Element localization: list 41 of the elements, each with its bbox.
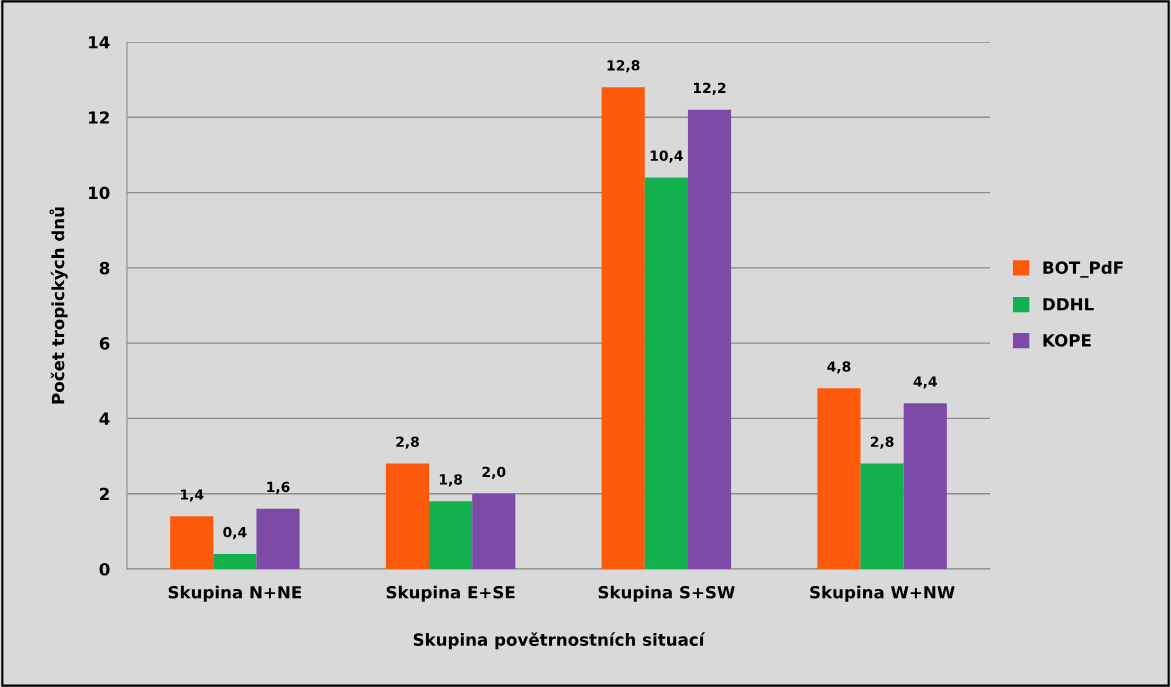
- legend-label: BOT_PdF: [1043, 261, 1123, 278]
- x-tick-label: Skupina W+NW: [810, 585, 955, 602]
- y-tick-label: 10: [89, 186, 110, 200]
- y-axis-title: Počet tropických dnů: [49, 207, 68, 404]
- bar: [385, 463, 430, 569]
- y-tick-label: 12: [89, 111, 109, 124]
- y-tick-label: 6: [99, 337, 110, 350]
- data-label: 1,4: [180, 489, 204, 502]
- x-tick-label: Skupina S+SW: [598, 585, 735, 602]
- y-tick-label: 14: [89, 36, 110, 49]
- y-tick-label: 2: [100, 487, 109, 501]
- data-label: 0,4: [223, 526, 247, 540]
- x-tick-label: Skupina N+NE: [168, 585, 302, 602]
- data-label: 1,6: [267, 481, 290, 494]
- x-tick-label: Skupina E+SE: [386, 585, 515, 602]
- y-tick-label: 0: [99, 562, 110, 576]
- bar: [472, 493, 516, 569]
- x-axis-title: Skupina povětrnostních situací: [413, 632, 706, 650]
- bar: [213, 553, 257, 569]
- bar: [860, 463, 904, 569]
- data-label: 2,0: [482, 466, 506, 479]
- bar: [644, 177, 688, 569]
- y-tick-label: 8: [99, 261, 110, 275]
- bar: [601, 87, 645, 569]
- data-label: 2,8: [396, 436, 419, 449]
- data-label: 10,4: [650, 150, 683, 163]
- bar: [903, 403, 947, 569]
- data-label: 4,8: [827, 361, 851, 374]
- bar: [256, 508, 300, 569]
- data-label: 12,2: [693, 82, 726, 95]
- data-label: 2,8: [870, 436, 894, 449]
- data-label: 4,4: [913, 376, 937, 389]
- bar: [687, 109, 732, 569]
- legend-label: DDHL: [1043, 298, 1094, 311]
- bar: [170, 516, 214, 569]
- bar: [429, 501, 473, 569]
- y-tick-label: 4: [99, 412, 110, 425]
- data-label: 1,8: [439, 474, 463, 487]
- data-label: 12,8: [607, 60, 640, 73]
- bar: [817, 388, 861, 569]
- legend-label: KOPE: [1043, 334, 1091, 347]
